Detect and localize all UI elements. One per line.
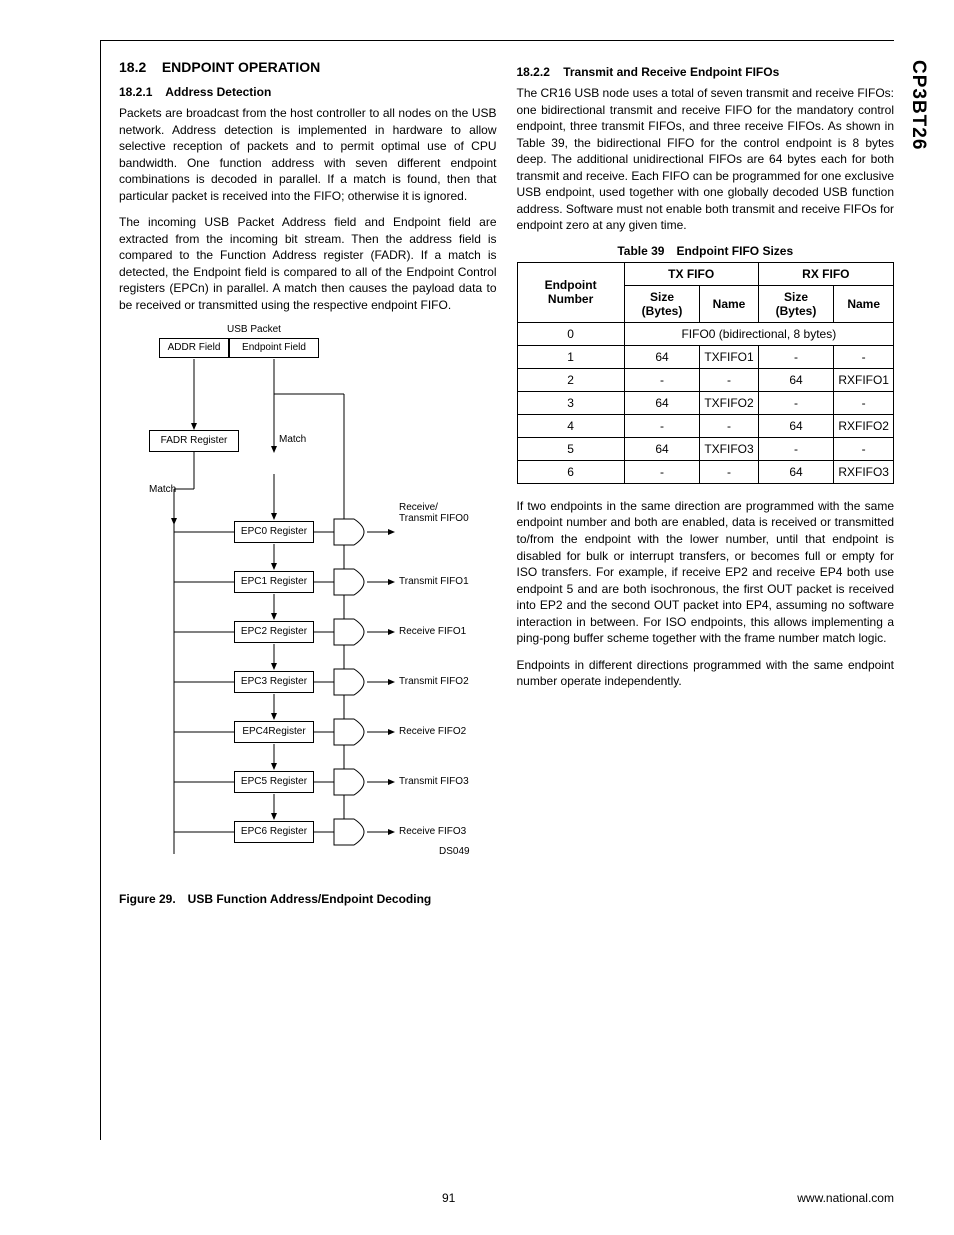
diagram-box-epc2: EPC2 Register	[234, 621, 314, 643]
subsection-number: 18.2.1	[119, 85, 152, 99]
table-caption: Table 39 Endpoint FIFO Sizes	[517, 244, 895, 258]
left-column: 18.2 ENDPOINT OPERATION 18.2.1 Address D…	[119, 59, 497, 906]
cell-ep: 0	[517, 322, 624, 345]
fifo-sizes-table: Endpoint Number TX FIFO RX FIFO Size (By…	[517, 262, 895, 484]
diagram-label-fifo2: Receive FIFO1	[399, 626, 466, 637]
diagram-box-endpoint-field: Endpoint Field	[229, 338, 319, 358]
th-tx-fifo: TX FIFO	[624, 262, 758, 285]
cell-txs: -	[624, 414, 700, 437]
diagram-label-fifo6: Receive FIFO3	[399, 826, 466, 837]
figure-caption: Figure 29. USB Function Address/Endpoint…	[119, 892, 497, 906]
diagram-label-fifo0: Receive/ Transmit FIFO0	[399, 502, 469, 524]
cell-txn: -	[700, 368, 758, 391]
subsection-title: Address Detection	[165, 85, 271, 99]
cell-txn: -	[700, 414, 758, 437]
table-row: 0 FIFO0 (bidirectional, 8 bytes)	[517, 322, 894, 345]
cell-txs: -	[624, 368, 700, 391]
diagram-label-fifo4: Receive FIFO2	[399, 726, 466, 737]
cell-rxn: RXFIFO1	[834, 368, 894, 391]
paragraph: Endpoints in different directions progra…	[517, 657, 895, 690]
page-footer: 91 www.national.com	[100, 1191, 894, 1205]
diagram-label-fifo5: Transmit FIFO3	[399, 776, 469, 787]
cell-txs: 64	[624, 437, 700, 460]
cell-ep: 4	[517, 414, 624, 437]
diagram-connectors	[119, 324, 489, 884]
diagram-box-epc0: EPC0 Register	[234, 521, 314, 543]
cell-rxn: RXFIFO3	[834, 460, 894, 483]
page-number: 91	[442, 1191, 455, 1205]
diagram-box-addr-field: ADDR Field	[159, 338, 229, 358]
section-number: 18.2	[119, 59, 146, 75]
cell-txn: TXFIFO2	[700, 391, 758, 414]
table-row: 1 64 TXFIFO1 - -	[517, 345, 894, 368]
diagram-box-epc6: EPC6 Register	[234, 821, 314, 843]
cell-ep: 2	[517, 368, 624, 391]
section-heading: 18.2 ENDPOINT OPERATION	[119, 59, 497, 75]
diagram-label-ds: DS049	[439, 846, 470, 857]
cell-ep: 3	[517, 391, 624, 414]
diagram-label-match: Match	[149, 484, 176, 495]
cell-rxn: -	[834, 391, 894, 414]
paragraph: The CR16 USB node uses a total of seven …	[517, 85, 895, 234]
diagram-label-fifo3: Transmit FIFO2	[399, 676, 469, 687]
paragraph: The incoming USB Packet Address field an…	[119, 214, 497, 313]
cell-rxn: RXFIFO2	[834, 414, 894, 437]
table-row: 2 - - 64 RXFIFO1	[517, 368, 894, 391]
table-row: 3 64 TXFIFO2 - -	[517, 391, 894, 414]
cell-txn: TXFIFO1	[700, 345, 758, 368]
diagram-box-fadr: FADR Register	[149, 430, 239, 452]
diagram-box-epc3: EPC3 Register	[234, 671, 314, 693]
cell-rxn: -	[834, 345, 894, 368]
cell-rxs: 64	[758, 460, 834, 483]
cell-txs: 64	[624, 345, 700, 368]
th-rx-size: Size (Bytes)	[758, 285, 834, 322]
cell-rxn: -	[834, 437, 894, 460]
cell-ep: 1	[517, 345, 624, 368]
paragraph: Packets are broadcast from the host cont…	[119, 105, 497, 204]
cell-fifo0-span: FIFO0 (bidirectional, 8 bytes)	[624, 322, 893, 345]
cell-txs: 64	[624, 391, 700, 414]
two-column-layout: 18.2 ENDPOINT OPERATION 18.2.1 Address D…	[119, 59, 894, 906]
diagram-box-epc5: EPC5 Register	[234, 771, 314, 793]
paragraph: If two endpoints in the same direction a…	[517, 498, 895, 647]
doc-id-sidebar: CP3BT26	[907, 60, 929, 150]
th-endpoint-number: Endpoint Number	[517, 262, 624, 322]
subsection-heading: 18.2.1 Address Detection	[119, 85, 497, 99]
subsection-number: 18.2.2	[517, 65, 550, 79]
cell-ep: 5	[517, 437, 624, 460]
diagram-label-match: Match	[279, 434, 306, 445]
footer-url: www.national.com	[797, 1191, 894, 1205]
cell-rxs: -	[758, 345, 834, 368]
right-column: 18.2.2 Transmit and Receive Endpoint FIF…	[517, 59, 895, 906]
section-title: ENDPOINT OPERATION	[162, 59, 320, 75]
th-rx-name: Name	[834, 285, 894, 322]
table-row: 4 - - 64 RXFIFO2	[517, 414, 894, 437]
diagram-box-epc4: EPC4Register	[234, 721, 314, 743]
th-tx-name: Name	[700, 285, 758, 322]
cell-txs: -	[624, 460, 700, 483]
subsection-title: Transmit and Receive Endpoint FIFOs	[563, 65, 779, 79]
cell-ep: 6	[517, 460, 624, 483]
subsection-heading: 18.2.2 Transmit and Receive Endpoint FIF…	[517, 65, 895, 79]
figure-diagram: USB Packet ADDR Field Endpoint Field FAD…	[119, 324, 489, 884]
cell-rxs: 64	[758, 414, 834, 437]
page: CP3BT26 18.2 ENDPOINT OPERATION 18.2.1 A…	[0, 0, 954, 1235]
cell-rxs: -	[758, 391, 834, 414]
cell-rxs: -	[758, 437, 834, 460]
cell-txn: -	[700, 460, 758, 483]
th-tx-size: Size (Bytes)	[624, 285, 700, 322]
th-rx-fifo: RX FIFO	[758, 262, 893, 285]
diagram-label-usb-packet: USB Packet	[227, 324, 281, 335]
table-row: 5 64 TXFIFO3 - -	[517, 437, 894, 460]
cell-txn: TXFIFO3	[700, 437, 758, 460]
table-row: 6 - - 64 RXFIFO3	[517, 460, 894, 483]
diagram-label-fifo1: Transmit FIFO1	[399, 576, 469, 587]
diagram-box-epc1: EPC1 Register	[234, 571, 314, 593]
cell-rxs: 64	[758, 368, 834, 391]
content-frame: 18.2 ENDPOINT OPERATION 18.2.1 Address D…	[100, 40, 894, 1140]
